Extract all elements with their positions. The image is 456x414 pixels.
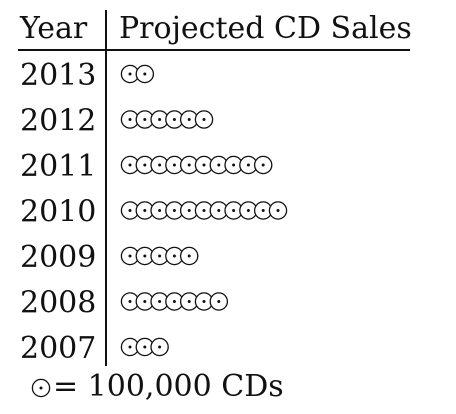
table-row: 2011 bbox=[20, 149, 273, 184]
table-row: 2012 bbox=[20, 104, 214, 139]
table-row: 2009 bbox=[20, 240, 199, 275]
cd-icon bbox=[253, 201, 273, 220]
cd-icon bbox=[253, 155, 273, 175]
legend-cd-icon bbox=[31, 378, 51, 398]
cd-icon-group bbox=[120, 292, 229, 311]
header-year: Year bbox=[19, 11, 88, 46]
table-row: 2007 bbox=[20, 331, 169, 366]
cd-icon-group bbox=[120, 155, 273, 175]
cd-icon-group bbox=[120, 110, 214, 129]
cd-icon bbox=[165, 201, 184, 220]
cd-icon-group bbox=[120, 64, 155, 84]
cd-icon bbox=[150, 337, 169, 357]
cd-icon bbox=[194, 110, 214, 129]
cd-icon-group bbox=[120, 246, 199, 266]
year-label: 2009 bbox=[20, 240, 96, 275]
table-row: 2010 bbox=[20, 195, 288, 230]
cd-icon bbox=[31, 378, 51, 398]
cd-icon bbox=[135, 64, 155, 84]
cd-icon-group bbox=[120, 201, 288, 220]
year-label: 2007 bbox=[20, 331, 96, 366]
data-rows: 2013 2012 2011 2010 2009 2008 2007 bbox=[20, 58, 288, 366]
header-projected-cd-sales: Projected CD Sales bbox=[119, 11, 412, 46]
cd-icon-group bbox=[120, 337, 169, 357]
year-label: 2010 bbox=[20, 195, 96, 230]
table-row: 2013 bbox=[20, 58, 155, 93]
table-row: 2008 bbox=[20, 286, 229, 321]
cd-icon bbox=[209, 201, 229, 220]
table-header: Year Projected CD Sales bbox=[19, 11, 412, 46]
legend-text: = 100,000 CDs bbox=[53, 369, 284, 404]
cd-icon bbox=[150, 201, 169, 220]
year-label: 2011 bbox=[20, 149, 96, 184]
cd-icon bbox=[179, 246, 199, 266]
cd-icon bbox=[135, 292, 155, 311]
cd-icon bbox=[209, 292, 229, 311]
cd-icon bbox=[179, 201, 199, 220]
cd-icon bbox=[135, 201, 155, 220]
cd-icon bbox=[268, 201, 288, 220]
year-label: 2013 bbox=[20, 58, 96, 93]
legend: = 100,000 CDs bbox=[31, 369, 284, 404]
year-label: 2008 bbox=[20, 286, 96, 321]
year-label: 2012 bbox=[20, 104, 96, 139]
